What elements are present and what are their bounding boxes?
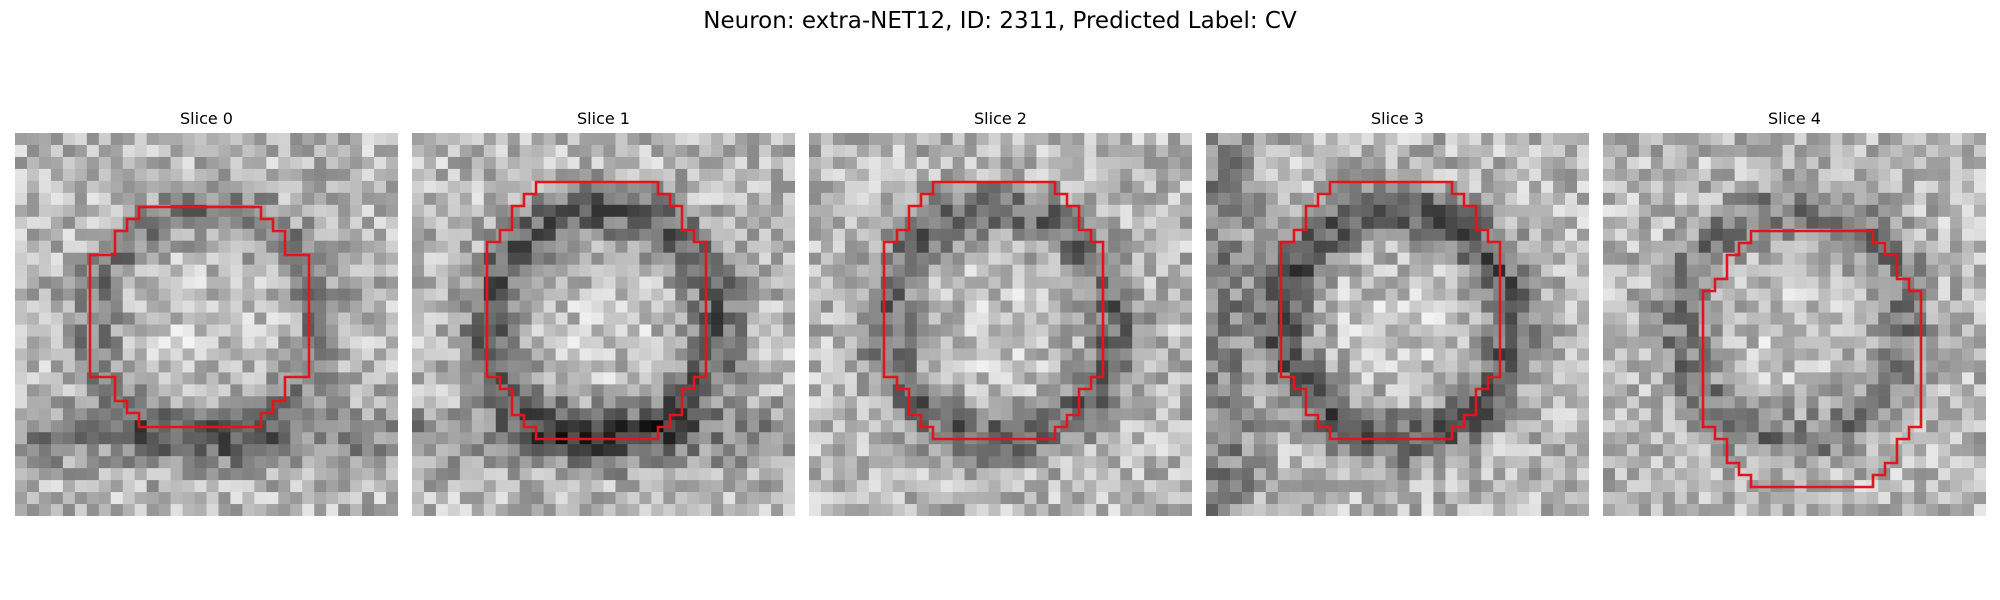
slice-title: Slice 4 [1768, 109, 1821, 128]
slice-image-4 [1603, 133, 1986, 516]
slice-image-3 [1206, 133, 1589, 516]
figure-title: Neuron: extra-NET12, ID: 2311, Predicted… [703, 8, 1297, 34]
grayscale-pixels [412, 133, 795, 516]
roi-contour-outline [485, 180, 708, 441]
slice-title: Slice 2 [974, 109, 1027, 128]
grayscale-pixels [809, 133, 1192, 516]
slice-panel-2: Slice 2 [809, 108, 1192, 516]
slice-title: Slice 1 [577, 109, 630, 128]
roi-contour-outline [1279, 180, 1502, 441]
roi-contour-outline [882, 180, 1105, 441]
slice-panel-3: Slice 3 [1206, 108, 1589, 516]
roi-contour-outline [1701, 229, 1923, 489]
grayscale-pixels [1206, 133, 1589, 516]
slice-title: Slice 0 [180, 109, 233, 128]
slice-panel-1: Slice 1 [412, 108, 795, 516]
slice-title: Slice 3 [1371, 109, 1424, 128]
slice-panel-4: Slice 4 [1603, 108, 1986, 516]
slice-image-0 [15, 133, 398, 516]
slice-image-1 [412, 133, 795, 516]
slice-panel-0: Slice 0 [15, 108, 398, 516]
roi-contour-outline [88, 205, 311, 429]
grayscale-pixels [1603, 133, 1986, 516]
grayscale-pixels [15, 133, 398, 516]
slice-image-2 [809, 133, 1192, 516]
